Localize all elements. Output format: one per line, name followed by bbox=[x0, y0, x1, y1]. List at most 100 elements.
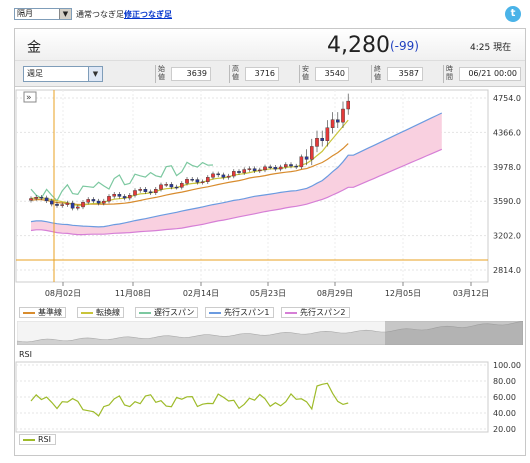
rsi-chart[interactable]: 100.00 80.00 60.00 40.00 20.00 bbox=[15, 361, 525, 433]
candle-body bbox=[148, 191, 153, 193]
x-tick-label: 12月05日 bbox=[385, 289, 421, 298]
legend-senkou1[interactable]: 先行スパン1 bbox=[205, 307, 274, 318]
candle-body bbox=[138, 189, 142, 191]
candle-body bbox=[127, 195, 132, 199]
candle-body bbox=[278, 166, 283, 170]
quote-header: 金 4,280 (-99) 4:25 現在 bbox=[15, 29, 525, 61]
candle-body bbox=[325, 127, 330, 141]
candle-body bbox=[289, 164, 293, 167]
candle-body bbox=[91, 199, 96, 202]
candle-body bbox=[231, 171, 236, 177]
candle-body bbox=[211, 173, 215, 178]
candle-body bbox=[81, 202, 85, 208]
legend-label: RSI bbox=[38, 435, 51, 444]
navigator-window[interactable] bbox=[385, 321, 523, 345]
candle-body bbox=[190, 179, 195, 181]
top-toolbar: 隔月 ▼ 通常つなぎ足 修正つなぎ足 t bbox=[0, 0, 530, 28]
candle-body bbox=[247, 168, 252, 170]
ohlc-value: 06/21 00:00 bbox=[459, 67, 521, 81]
candle-body bbox=[304, 156, 309, 160]
rsi-y-tick-label: 60.00 bbox=[493, 393, 516, 402]
candle-body bbox=[252, 168, 257, 171]
candle-body bbox=[346, 100, 351, 110]
timeframe-select[interactable]: 週足 ▼ bbox=[23, 66, 103, 82]
ohlc-label: 始値 bbox=[155, 65, 167, 83]
ichimoku-cloud bbox=[31, 113, 442, 235]
candle-body bbox=[65, 202, 70, 205]
ohlc-value: 3716 bbox=[245, 67, 279, 81]
ohlc-value: 3587 bbox=[387, 67, 423, 81]
navigator-area bbox=[17, 321, 523, 345]
indicator-legend: 基準線 転換線 遅行スパン 先行スパン1 先行スパン2 bbox=[15, 305, 525, 319]
candle-body bbox=[44, 197, 49, 202]
legend-label: 先行スパン1 bbox=[224, 308, 270, 317]
y-tick-label: 3590.0 bbox=[493, 197, 521, 206]
legend-label: 基準線 bbox=[38, 308, 62, 317]
senkou1-swatch bbox=[209, 312, 221, 314]
candle-body bbox=[39, 196, 44, 199]
candle-body bbox=[268, 166, 273, 169]
senkou2-swatch bbox=[285, 312, 297, 314]
rsi-y-tick-label: 20.00 bbox=[493, 425, 516, 433]
candle-body bbox=[174, 186, 179, 189]
candle-body bbox=[320, 138, 325, 141]
candle-body bbox=[50, 200, 54, 205]
rsi-title: RSI bbox=[19, 350, 32, 359]
candle-body bbox=[164, 184, 169, 186]
current-price: 4,280 bbox=[327, 33, 390, 58]
legend-label: 先行スパン2 bbox=[300, 308, 346, 317]
x-tick-label: 11月08日 bbox=[115, 289, 151, 298]
timeframe-value: 週足 bbox=[27, 69, 43, 78]
candle-body bbox=[336, 119, 340, 123]
period-select[interactable]: 隔月 ▼ bbox=[14, 8, 72, 20]
candle-body bbox=[216, 173, 221, 176]
legend-label: 遅行スパン bbox=[154, 308, 195, 317]
ohlc-label: 安値 bbox=[299, 65, 311, 83]
candle-body bbox=[29, 198, 33, 201]
normal-link-option[interactable]: 通常つなぎ足 bbox=[76, 10, 124, 19]
y-tick-label: 4754.0 bbox=[493, 94, 521, 103]
legend-chikou[interactable]: 遅行スパン bbox=[135, 307, 199, 318]
senkou-span1-line bbox=[30, 112, 443, 228]
candle-body bbox=[60, 204, 64, 206]
candle-body bbox=[153, 189, 158, 193]
y-tick-label: 2814.0 bbox=[493, 266, 521, 275]
adjusted-link-option[interactable]: 修正つなぎ足 bbox=[124, 10, 172, 19]
legend-senkou2[interactable]: 先行スパン2 bbox=[281, 307, 350, 318]
quote-time: 4:25 現在 bbox=[470, 43, 512, 53]
chart-area: » 4754.0 4366.0 3978.0 3590.0 3202.0 2814.0 0… bbox=[15, 88, 525, 309]
legend-tenkan[interactable]: 転換線 bbox=[77, 307, 124, 318]
x-tick-label: 03月12日 bbox=[453, 289, 489, 298]
candle-body bbox=[205, 177, 210, 182]
candle-body bbox=[221, 174, 226, 178]
x-tick-label: 08月02日 bbox=[45, 289, 81, 298]
tenkan-swatch bbox=[81, 312, 93, 314]
legend-kijun[interactable]: 基準線 bbox=[19, 307, 66, 318]
candle-body bbox=[86, 199, 90, 203]
rsi-line bbox=[30, 382, 349, 417]
candle-body bbox=[112, 194, 116, 197]
candle-body bbox=[169, 184, 174, 188]
chevron-down-icon[interactable]: ▼ bbox=[88, 67, 102, 81]
chevron-down-icon[interactable]: ▼ bbox=[59, 9, 71, 19]
legend-label: 転換線 bbox=[96, 308, 120, 317]
ohlc-value: 3540 bbox=[315, 67, 349, 81]
candle-body bbox=[133, 190, 137, 196]
expand-icon[interactable]: » bbox=[23, 91, 37, 103]
legend-rsi[interactable]: RSI bbox=[19, 434, 56, 445]
candle-body bbox=[237, 171, 241, 173]
asset-name: 金 bbox=[27, 40, 41, 56]
chikou-swatch bbox=[139, 312, 151, 314]
candle-body bbox=[143, 189, 148, 192]
chikou-span-line bbox=[30, 161, 214, 202]
candle-body bbox=[101, 200, 106, 204]
candle-body bbox=[330, 119, 335, 128]
y-tick-label: 3202.0 bbox=[493, 232, 521, 241]
main-chart[interactable]: » 4754.0 4366.0 3978.0 3590.0 3202.0 2814.0 0… bbox=[15, 88, 525, 306]
price-change: (-99) bbox=[390, 39, 419, 53]
twitter-icon[interactable]: t bbox=[505, 6, 521, 22]
ohlc-value: 3639 bbox=[171, 67, 211, 81]
candle-body bbox=[242, 169, 247, 173]
candle-body bbox=[294, 165, 299, 168]
range-navigator[interactable] bbox=[17, 321, 523, 345]
